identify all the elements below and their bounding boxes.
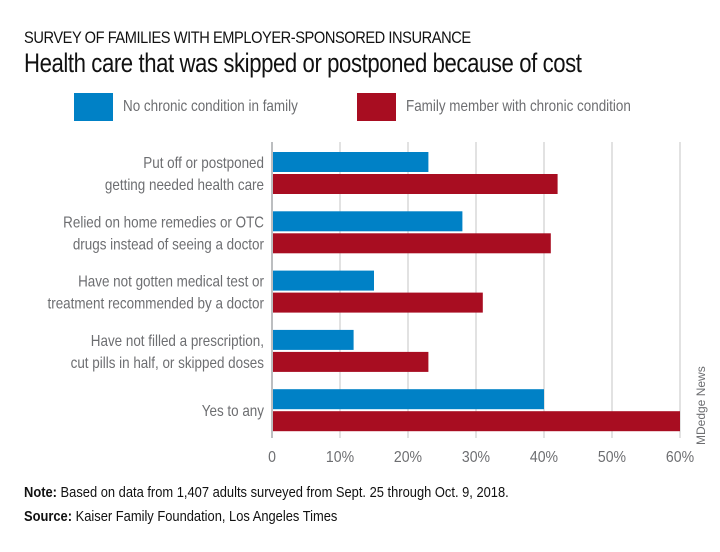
category-label: Relied on home remedies or OTC (63, 214, 264, 231)
legend-item-chronic: Family member with chronic condition (357, 93, 674, 121)
category-label: treatment recommended by a doctor (47, 296, 264, 313)
legend-label: No chronic condition in family (123, 98, 298, 115)
category-label: Have not gotten medical test or (78, 274, 264, 291)
note-label: Note: (24, 484, 57, 501)
bar-chronic (272, 351, 429, 372)
bar-no-chronic (272, 389, 544, 410)
source-label: Source: (24, 508, 73, 525)
source-text: Kaiser Family Foundation, Los Angeles Ti… (72, 508, 338, 525)
footnote: Note: Based on data from 1,407 adults su… (24, 484, 509, 501)
credit: MDedge News (694, 366, 708, 445)
legend-label: Family member with chronic condition (406, 98, 631, 115)
category-label: Yes to any (202, 403, 265, 420)
category-label: cut pills in half, or skipped doses (71, 355, 264, 372)
bar-no-chronic (272, 329, 354, 350)
x-tick-label: 30% (462, 448, 490, 466)
x-tick-label: 10% (326, 448, 354, 466)
bar-chronic (272, 174, 558, 194)
legend-item-no-chronic: No chronic condition in family (74, 93, 331, 121)
note-text: Based on data from 1,407 adults surveyed… (56, 484, 509, 501)
category-label: Put off or postponed (143, 155, 264, 172)
bar-chronic (272, 292, 483, 313)
bar-no-chronic (272, 211, 463, 232)
source-line: Source: Kaiser Family Foundation, Los An… (24, 508, 337, 525)
x-tick-label: 40% (530, 448, 558, 466)
legend-swatch-blue (74, 93, 113, 121)
chart-kicker: SURVEY OF FAMILIES WITH EMPLOYER-SPONSOR… (24, 28, 471, 47)
legend: No chronic condition in family Family me… (0, 93, 720, 123)
x-tick-label: 50% (598, 448, 626, 466)
bar-no-chronic (272, 152, 429, 172)
bar-no-chronic (272, 270, 374, 291)
x-tick-label: 20% (394, 448, 422, 466)
x-tick-label: 0 (268, 448, 276, 466)
category-label: drugs instead of seeing a doctor (73, 236, 264, 253)
bar-chronic (272, 411, 680, 432)
bar-chronic (272, 233, 551, 254)
x-tick-label: 60% (666, 448, 694, 466)
category-label: getting needed health care (105, 177, 264, 194)
category-label: Have not filled a prescription, (91, 333, 264, 350)
legend-swatch-red (357, 93, 396, 121)
chart-title: Health care that was skipped or postpone… (24, 48, 582, 78)
